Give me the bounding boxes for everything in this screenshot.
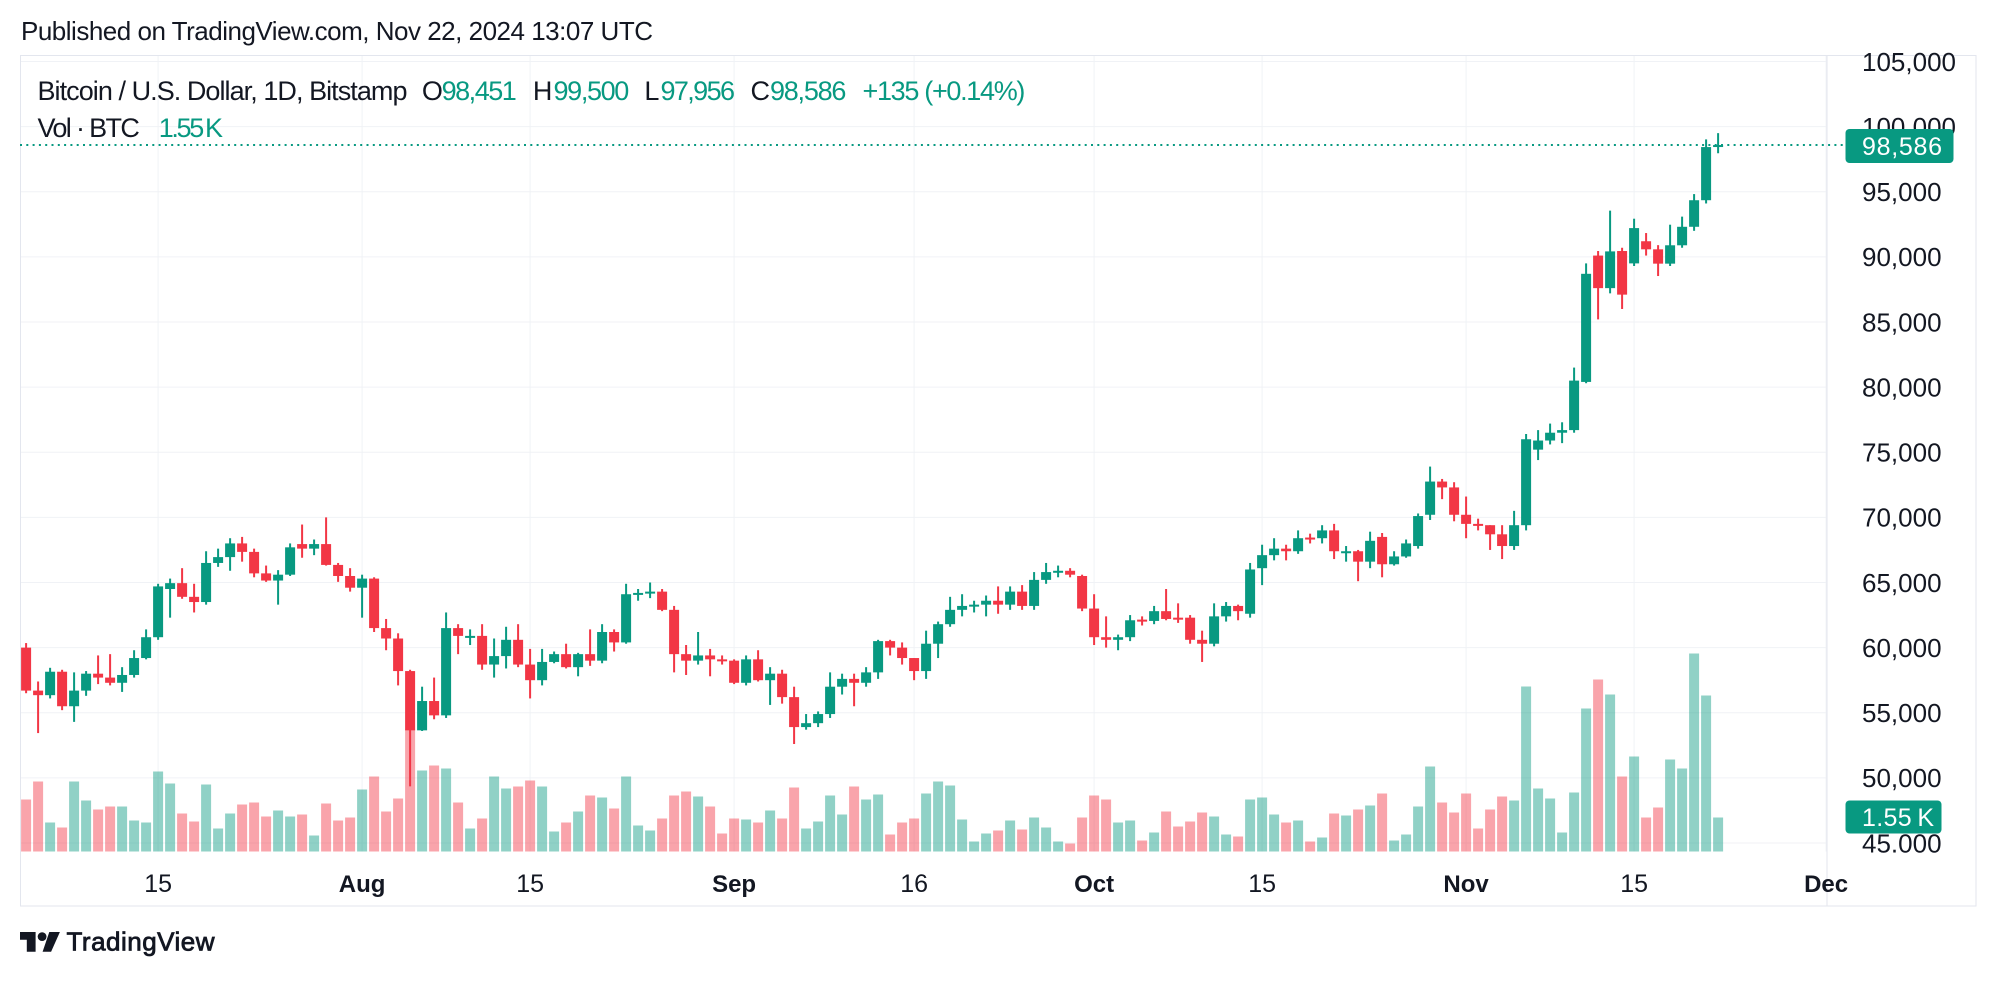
svg-text:85,000: 85,000: [1862, 307, 1942, 337]
svg-text:95,000: 95,000: [1862, 177, 1942, 207]
svg-text:TradingView: TradingView: [67, 927, 215, 957]
svg-text:1.55 K: 1.55 K: [1862, 804, 1934, 832]
svg-text:105,000: 105,000: [1862, 47, 1956, 77]
svg-text:C: C: [751, 76, 771, 106]
svg-text:Dec: Dec: [1804, 871, 1848, 898]
svg-text:15: 15: [516, 870, 544, 898]
svg-text:Vol · BTC: Vol · BTC: [38, 113, 140, 143]
svg-text:60,000: 60,000: [1862, 633, 1942, 663]
svg-text:97,956: 97,956: [661, 76, 736, 106]
svg-text:Bitcoin / U.S. Dollar, 1D, Bit: Bitcoin / U.S. Dollar, 1D, Bitstamp: [38, 76, 408, 106]
svg-text:Published on TradingView.com,: Published on TradingView.com, Nov 22, 20…: [21, 16, 653, 46]
svg-text:Aug: Aug: [339, 871, 386, 898]
svg-text:98,586: 98,586: [770, 76, 846, 106]
svg-text:Sep: Sep: [712, 871, 756, 898]
svg-text:L: L: [644, 76, 659, 106]
svg-text:50,000: 50,000: [1862, 763, 1942, 793]
svg-text:16: 16: [900, 870, 928, 898]
svg-text:99,500: 99,500: [554, 76, 630, 106]
svg-text:+135 (+0.14%): +135 (+0.14%): [863, 76, 1026, 106]
svg-text:15: 15: [1620, 870, 1648, 898]
svg-text:O: O: [422, 76, 443, 106]
svg-text:15: 15: [1248, 870, 1276, 898]
svg-text:80,000: 80,000: [1862, 372, 1942, 402]
svg-text:90,000: 90,000: [1862, 242, 1942, 272]
svg-text:70,000: 70,000: [1862, 503, 1942, 533]
svg-text:Nov: Nov: [1443, 871, 1489, 898]
svg-text:65,000: 65,000: [1862, 568, 1942, 598]
svg-text:98,586: 98,586: [1862, 133, 1942, 161]
svg-text:55,000: 55,000: [1862, 698, 1942, 728]
svg-text:75,000: 75,000: [1862, 438, 1942, 468]
svg-text:98,451: 98,451: [442, 76, 517, 106]
svg-text:1.55 K: 1.55 K: [159, 113, 223, 143]
svg-text:H: H: [533, 76, 553, 106]
svg-text:Oct: Oct: [1074, 871, 1114, 898]
svg-text:15: 15: [144, 870, 172, 898]
